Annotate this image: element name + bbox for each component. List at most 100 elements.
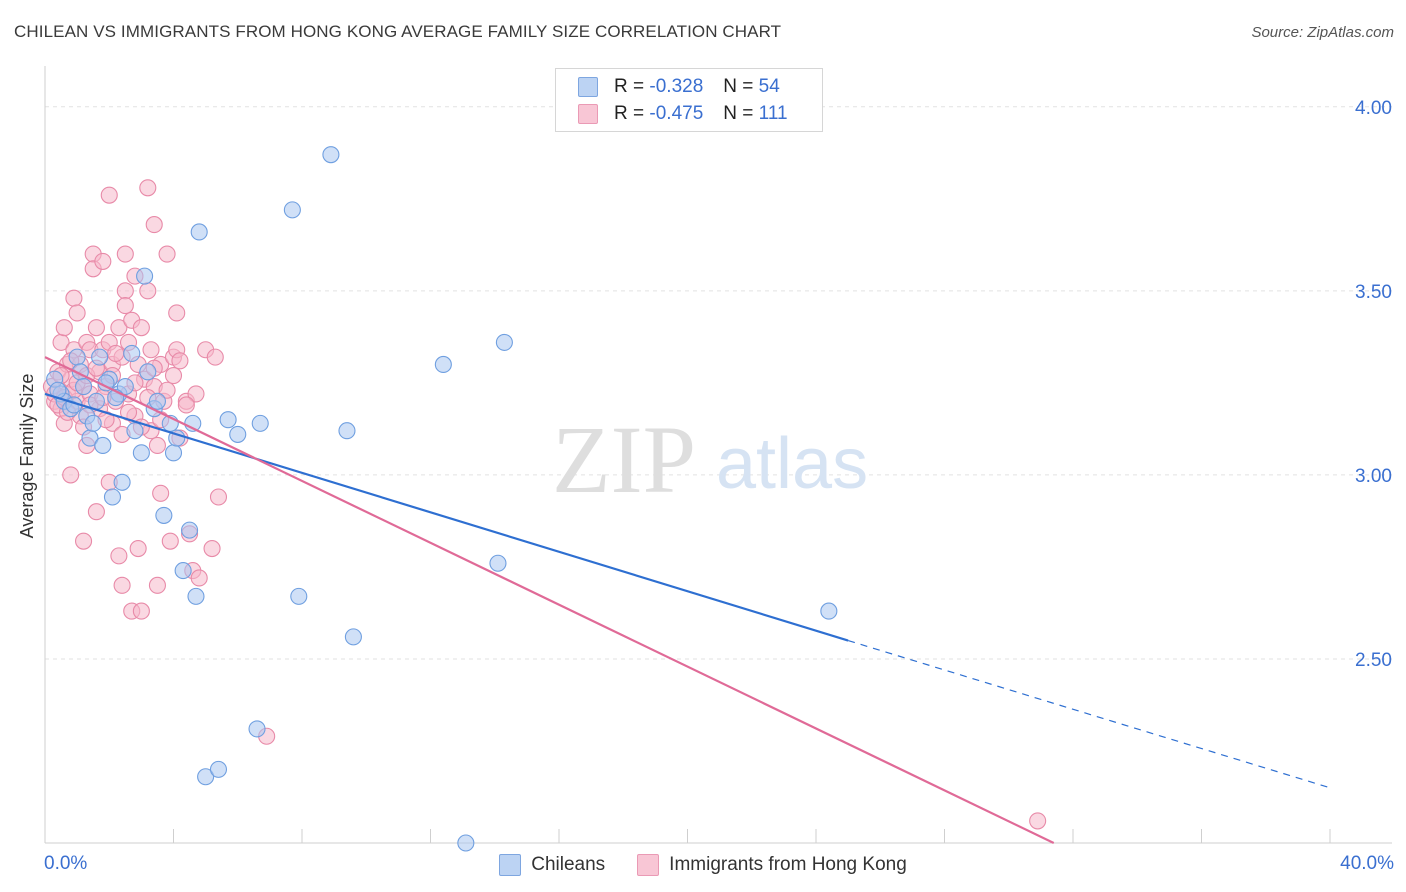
chileans-point [457, 834, 475, 852]
legend-swatch-hongkong [637, 854, 660, 876]
chileans-point [139, 363, 157, 381]
trend-lines [44, 356, 1331, 844]
y-axis-label: Average Family Size [17, 374, 37, 539]
hongkong-point [209, 488, 228, 506]
hongkong-point [113, 576, 131, 594]
x-tick-label-max: 40.0% [1340, 853, 1394, 874]
hongkong-point [116, 245, 134, 263]
chileans-point [248, 720, 266, 738]
chileans-point [190, 223, 208, 241]
y-tick-label: 3.00 [1355, 466, 1392, 487]
legend-r-chileans: -0.328 [649, 76, 704, 97]
chileans-point [75, 378, 93, 396]
chileans-point [136, 267, 154, 285]
chileans-point [84, 414, 102, 432]
legend-row-hongkong: R = -0.475 N = 111 [578, 102, 788, 126]
legend-r-label: R = [614, 76, 645, 97]
hongkong-point [87, 319, 105, 337]
chileans-point [132, 444, 150, 462]
stats-legend: R = -0.328 N = 54 R = -0.475 N = 111 [555, 68, 823, 132]
hongkong-point [107, 344, 125, 362]
series-legend: Chileans Immigrants from Hong Kong [0, 852, 1406, 878]
chileans-point [283, 201, 301, 219]
chileans-point [219, 411, 237, 429]
chileans-point [123, 344, 141, 362]
chileans-point [322, 146, 340, 164]
chileans-point [113, 473, 131, 491]
hongkong-point [206, 348, 224, 366]
hongkong-point [158, 381, 176, 399]
hongkong-point [142, 341, 160, 359]
chileans-point [229, 425, 247, 443]
chileans-point [174, 562, 192, 580]
chileans-point [116, 378, 134, 396]
legend-swatch-chileans [499, 854, 522, 876]
trend-line-chileans-extrapolated [847, 639, 1331, 789]
legend-item-hongkong[interactable]: Immigrants from Hong Kong [637, 854, 907, 876]
series-chileans-points [46, 146, 838, 852]
hongkong-point [148, 436, 166, 455]
chileans-point [68, 348, 86, 366]
hongkong-point [110, 547, 128, 565]
hongkong-point [148, 576, 166, 594]
chileans-point [434, 355, 452, 374]
legend-n-hongkong: 111 [758, 103, 788, 124]
chileans-point [126, 422, 144, 440]
hongkong-point [116, 282, 134, 300]
hongkong-point [190, 569, 208, 587]
trend-line-chileans [44, 392, 849, 642]
axis-labels: 2.50 3.00 3.50 4.00 0.0% 40.0% Average Family … [17, 98, 1394, 874]
legend-row-chileans: R = -0.328 N = 54 [578, 75, 780, 99]
chileans-point [197, 768, 215, 786]
chileans-point [251, 414, 269, 432]
hongkong-point [100, 186, 118, 204]
legend-n-label: N = [723, 103, 754, 124]
hongkong-point [68, 304, 86, 322]
chileans-point [148, 392, 166, 410]
hongkong-point [62, 466, 80, 484]
source-label: Source: ZipAtlas.com [1251, 24, 1394, 41]
y-tick-label: 3.50 [1355, 282, 1392, 303]
chileans-point [209, 760, 228, 778]
axes [44, 66, 1392, 844]
chileans-point [290, 587, 308, 605]
hongkong-point [171, 352, 189, 370]
hongkong-point [87, 503, 105, 521]
hongkong-point [145, 216, 163, 234]
hongkong-point [187, 385, 205, 403]
chileans-point [181, 521, 199, 539]
series-hongkong-points [42, 179, 1047, 830]
legend-swatch-chileans [578, 77, 598, 97]
legend-n-label: N = [723, 76, 754, 97]
hongkong-point [177, 396, 195, 414]
chart-title: CHILEAN VS IMMIGRANTS FROM HONG KONG AVE… [14, 22, 782, 41]
hongkong-point [116, 297, 134, 315]
hongkong-point [139, 282, 157, 300]
hongkong-point [1029, 812, 1047, 830]
legend-r-label: R = [614, 103, 645, 124]
hongkong-point [110, 319, 128, 337]
hongkong-point [161, 532, 179, 550]
legend-r-hongkong: -0.475 [649, 103, 704, 124]
legend-n-chileans: 54 [758, 76, 780, 97]
hongkong-point [75, 532, 93, 550]
legend-item-chileans[interactable]: Chileans [499, 854, 605, 876]
hongkong-point [139, 179, 157, 197]
watermark-atlas: atlas [716, 424, 868, 504]
watermark-zip: ZIP [552, 406, 696, 513]
hongkong-point [164, 366, 183, 385]
chileans-point [103, 488, 122, 506]
y-tick-label: 4.00 [1355, 98, 1392, 119]
hongkong-point [152, 484, 170, 502]
chileans-point [820, 602, 838, 620]
gridlines [45, 106, 1392, 660]
hongkong-point [94, 252, 112, 270]
chileans-point [94, 436, 112, 455]
legend-swatch-hongkong [578, 104, 598, 124]
trend-line-hongkong [44, 356, 1055, 844]
hongkong-point [55, 319, 73, 337]
hongkong-point [65, 289, 83, 307]
hongkong-point [132, 319, 150, 337]
chileans-point [187, 587, 205, 605]
